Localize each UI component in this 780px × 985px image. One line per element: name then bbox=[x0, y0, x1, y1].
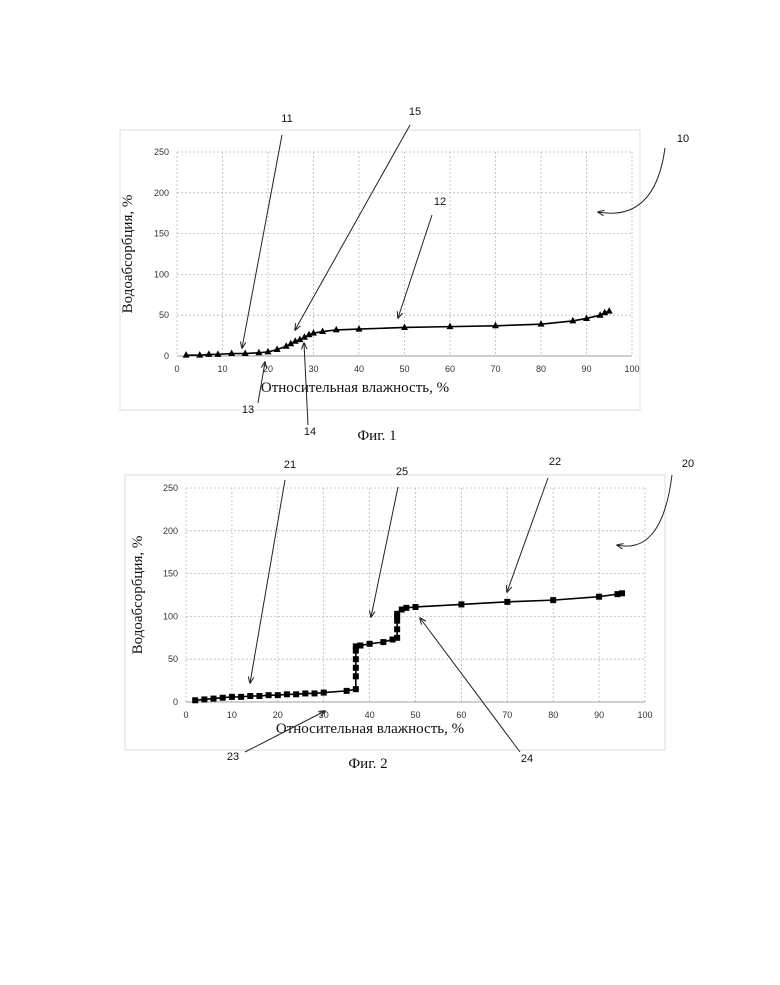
point-marker bbox=[357, 643, 363, 649]
point-marker bbox=[619, 590, 625, 596]
annotation-arrow bbox=[250, 480, 285, 683]
annotation-label: 25 bbox=[396, 466, 408, 478]
y-tick-label: 0 bbox=[164, 351, 169, 361]
x-tick-label: 20 bbox=[273, 710, 283, 720]
y-tick-label: 150 bbox=[163, 569, 178, 579]
y-tick-label: 250 bbox=[163, 483, 178, 493]
point-marker bbox=[238, 694, 244, 700]
point-marker bbox=[504, 599, 510, 605]
y-axis-title: Водоабсорбция, % bbox=[120, 195, 136, 314]
point-marker bbox=[312, 690, 318, 696]
figure-caption: Фиг. 2 bbox=[348, 756, 387, 772]
y-tick-label: 250 bbox=[154, 147, 169, 157]
y-tick-label: 200 bbox=[163, 526, 178, 536]
point-marker bbox=[302, 690, 308, 696]
point-marker bbox=[550, 597, 556, 603]
figure-caption: Фиг. 1 bbox=[357, 428, 396, 444]
point-marker bbox=[353, 673, 359, 679]
annotation-label: 12 bbox=[434, 196, 446, 208]
point-marker bbox=[247, 693, 253, 699]
point-marker bbox=[266, 692, 272, 698]
annotation-label: 14 bbox=[304, 426, 316, 438]
x-tick-label: 50 bbox=[410, 710, 420, 720]
annotation-label: 10 bbox=[677, 133, 689, 145]
annotation-arrow bbox=[398, 215, 432, 318]
x-tick-label: 0 bbox=[174, 364, 179, 374]
annotation-label: 20 bbox=[682, 458, 694, 470]
point-marker bbox=[596, 594, 602, 600]
figure-frame bbox=[120, 130, 640, 410]
point-marker bbox=[275, 692, 281, 698]
point-marker bbox=[458, 601, 464, 607]
x-tick-label: 50 bbox=[399, 364, 409, 374]
point-marker bbox=[394, 626, 400, 632]
point-marker bbox=[284, 691, 290, 697]
point-marker bbox=[321, 690, 327, 696]
x-tick-label: 40 bbox=[354, 364, 364, 374]
point-marker bbox=[344, 688, 350, 694]
x-tick-label: 100 bbox=[637, 710, 652, 720]
x-tick-label: 40 bbox=[365, 710, 375, 720]
y-tick-label: 0 bbox=[173, 697, 178, 707]
y-tick-label: 50 bbox=[159, 310, 169, 320]
point-marker bbox=[403, 605, 409, 611]
x-tick-label: 80 bbox=[536, 364, 546, 374]
x-tick-label: 70 bbox=[490, 364, 500, 374]
annotation-arrow bbox=[507, 478, 548, 592]
point-marker bbox=[367, 641, 373, 647]
point-marker bbox=[353, 686, 359, 692]
x-tick-label: 60 bbox=[456, 710, 466, 720]
x-axis-title: Относительная влажность, % bbox=[261, 380, 449, 396]
y-tick-label: 50 bbox=[168, 654, 178, 664]
point-marker bbox=[353, 665, 359, 671]
point-marker bbox=[353, 656, 359, 662]
y-axis-title: Водоабсорбция, % bbox=[130, 536, 146, 655]
x-tick-label: 60 bbox=[445, 364, 455, 374]
annotation-label: 23 bbox=[227, 751, 239, 763]
annotation-arrow bbox=[371, 487, 398, 617]
point-marker bbox=[211, 696, 217, 702]
x-tick-label: 70 bbox=[502, 710, 512, 720]
annotation-arrow bbox=[242, 135, 282, 348]
annotation-arrow bbox=[617, 475, 672, 546]
x-tick-label: 90 bbox=[581, 364, 591, 374]
x-tick-label: 100 bbox=[624, 364, 639, 374]
annotation-label: 24 bbox=[521, 753, 533, 765]
annotation-label: 11 bbox=[281, 113, 292, 125]
x-tick-label: 90 bbox=[594, 710, 604, 720]
x-tick-label: 30 bbox=[308, 364, 318, 374]
page: 0501001502002500102030405060708090100Отн… bbox=[0, 0, 780, 985]
annotation-arrow bbox=[295, 125, 410, 330]
point-marker bbox=[606, 307, 613, 314]
x-tick-label: 0 bbox=[183, 710, 188, 720]
point-marker bbox=[220, 695, 226, 701]
y-tick-label: 100 bbox=[163, 611, 178, 621]
point-marker bbox=[201, 696, 207, 702]
point-marker bbox=[380, 639, 386, 645]
point-marker bbox=[192, 697, 198, 703]
x-tick-label: 10 bbox=[227, 710, 237, 720]
point-marker bbox=[293, 691, 299, 697]
annotation-label: 15 bbox=[409, 106, 421, 118]
x-tick-label: 80 bbox=[548, 710, 558, 720]
point-marker bbox=[256, 693, 262, 699]
annotation-label: 13 bbox=[242, 404, 254, 416]
annotation-label: 21 bbox=[284, 459, 296, 471]
annotation-arrow bbox=[598, 148, 665, 213]
point-marker bbox=[413, 604, 419, 610]
x-axis-title: Относительная влажность, % bbox=[276, 721, 464, 737]
annotation-label: 22 bbox=[549, 456, 561, 468]
x-tick-label: 10 bbox=[217, 364, 227, 374]
point-marker bbox=[229, 694, 235, 700]
y-tick-label: 100 bbox=[154, 269, 169, 279]
point-marker bbox=[394, 635, 400, 641]
y-tick-label: 200 bbox=[154, 188, 169, 198]
y-tick-label: 150 bbox=[154, 229, 169, 239]
